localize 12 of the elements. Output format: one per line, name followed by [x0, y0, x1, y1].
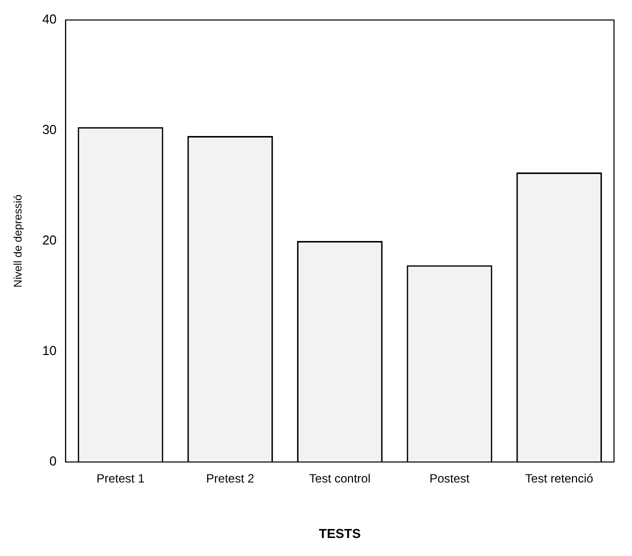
x-axis-title: TESTS [318, 526, 362, 541]
y-tick-label: 20 [42, 232, 57, 248]
x-tick-label: Test control [309, 472, 371, 486]
x-tick-label: Pretest 2 [206, 472, 254, 486]
x-tick-label: Postest [429, 472, 470, 486]
y-tick-label: 40 [42, 12, 57, 27]
y-tick-label: 30 [42, 122, 57, 138]
y-tick-label: 10 [42, 343, 57, 358]
x-tick-label: Test retenció [525, 472, 594, 486]
x-tick-label: Pretest 1 [96, 472, 145, 486]
y-axis-title: Nivell de depressió [12, 194, 25, 288]
y-tick-label: 0 [49, 454, 57, 469]
